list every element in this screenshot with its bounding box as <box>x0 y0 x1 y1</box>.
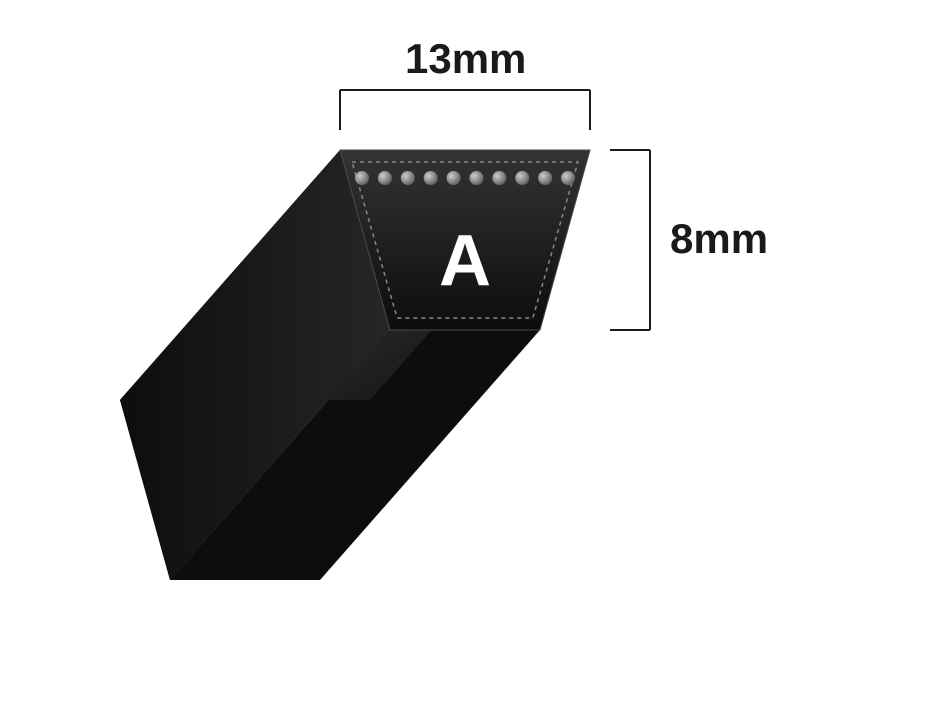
height-dimension-label: 8mm <box>670 215 768 263</box>
width-dimension-label: 13mm <box>405 35 526 83</box>
belt-svg: A <box>0 0 933 700</box>
vbelt-diagram: A 13mm 8mm <box>0 0 933 700</box>
svg-text:A: A <box>439 221 491 301</box>
